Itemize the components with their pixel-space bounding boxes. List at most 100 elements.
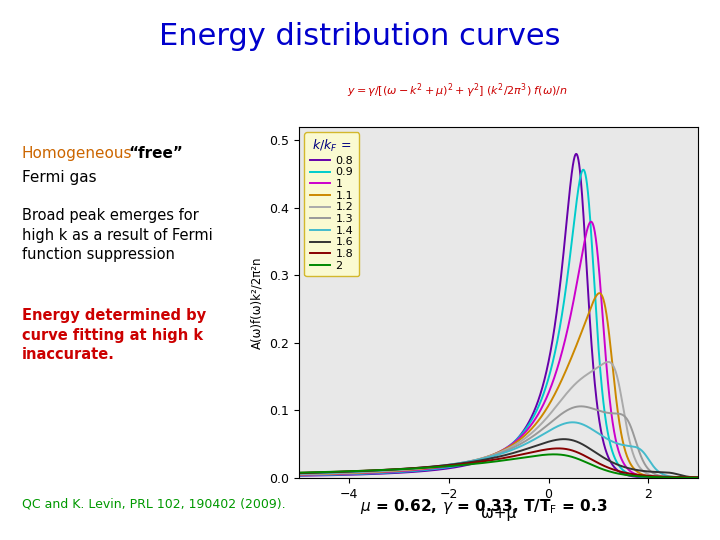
Line: 1.6: 1.6 [299,439,698,477]
Line: 1.8: 1.8 [299,448,698,477]
1.8 [643,472,652,479]
1.8 [686,474,695,481]
1 [294,472,303,478]
1.8 [340,468,348,475]
X-axis label: ω+μ: ω+μ [481,506,516,521]
1.2 [448,461,456,468]
Line: 0.8: 0.8 [299,154,698,478]
1.4 [340,469,348,475]
1.8 [554,445,562,451]
1.1 [595,290,603,296]
1.3 [340,469,348,476]
1.1 [364,469,372,476]
1.3 [294,471,303,477]
1.2 [686,475,695,481]
1.2 [604,359,613,365]
0.9 [448,463,456,470]
2 [643,474,652,480]
1.2 [340,470,348,476]
0.9 [364,470,372,477]
0.9 [465,460,474,467]
1.2 [694,475,703,481]
1.6 [643,468,652,475]
1.2 [643,471,652,477]
1 [694,475,703,481]
Text: $\mu$ = 0.62, $\gamma$ = 0.33, T/T$_\mathrm{F}$ = 0.3: $\mu$ = 0.62, $\gamma$ = 0.33, T/T$_\mat… [360,497,608,516]
1.6 [686,474,695,480]
1 [448,462,456,469]
0.9 [686,475,695,481]
0.8 [686,475,695,481]
Text: Energy distribution curves: Energy distribution curves [159,22,561,51]
Text: $y=\gamma/[(\omega-k^2+\mu)^2+\gamma^2]\ (k^2/2\pi^3)\ f(\omega)/n$: $y=\gamma/[(\omega-k^2+\mu)^2+\gamma^2]\… [347,82,567,100]
1 [364,470,372,476]
1 [686,475,695,481]
1.4 [448,461,456,468]
Line: 2: 2 [299,454,698,478]
0.8 [465,461,474,468]
1 [465,459,474,465]
1.6 [694,474,703,481]
1.2 [364,469,372,475]
0.8 [694,475,703,481]
1.1 [694,475,703,481]
1.3 [694,475,703,481]
Text: Homogeneous: Homogeneous [22,146,132,161]
2 [549,451,558,457]
1 [587,219,595,225]
2 [448,463,456,469]
0.8 [448,464,456,471]
1.3 [448,461,456,468]
1.4 [686,475,695,481]
1.1 [643,472,652,479]
1.4 [465,458,474,465]
1.8 [448,462,456,468]
1.8 [294,470,303,476]
1.3 [686,475,695,481]
Y-axis label: A(ω)f(ω)k²/2π²n: A(ω)f(ω)k²/2π²n [251,256,264,349]
1.3 [577,403,585,409]
0.9 [294,472,303,478]
1 [643,474,652,480]
1.2 [465,458,474,464]
1.3 [465,458,474,464]
2 [694,475,703,481]
Line: 1.2: 1.2 [299,362,698,478]
1.8 [694,474,703,481]
1 [340,470,348,477]
1.3 [364,468,372,475]
Line: 0.9: 0.9 [299,170,698,478]
1.4 [643,455,652,461]
2 [465,461,474,468]
Text: Broad peak emerges for
high k as a result of Fermi
function suppression: Broad peak emerges for high k as a resul… [22,208,212,262]
1.4 [364,468,372,475]
Line: 1.3: 1.3 [299,406,698,478]
Text: Fermi gas: Fermi gas [22,170,96,185]
1.6 [340,469,348,475]
0.8 [340,471,348,478]
1.4 [294,470,303,477]
1.6 [559,436,568,442]
Text: Energy determined by
curve fitting at high k
inaccurate.: Energy determined by curve fitting at hi… [22,308,206,362]
Line: 1: 1 [299,222,698,478]
0.9 [579,166,588,173]
0.8 [294,472,303,479]
1.4 [568,419,577,426]
0.8 [643,474,652,481]
1.8 [364,467,372,474]
1.1 [448,462,456,468]
1.6 [465,459,474,465]
1.1 [686,475,695,481]
0.9 [643,474,652,481]
Text: “free”: “free” [128,146,183,161]
1.1 [465,458,474,465]
2 [294,469,303,476]
1.6 [364,468,372,474]
1.8 [465,460,474,467]
0.9 [340,471,348,477]
Line: 1.1: 1.1 [299,293,698,478]
Line: 1.4: 1.4 [299,422,698,478]
0.8 [364,471,372,477]
1.6 [448,461,456,468]
2 [364,467,372,474]
